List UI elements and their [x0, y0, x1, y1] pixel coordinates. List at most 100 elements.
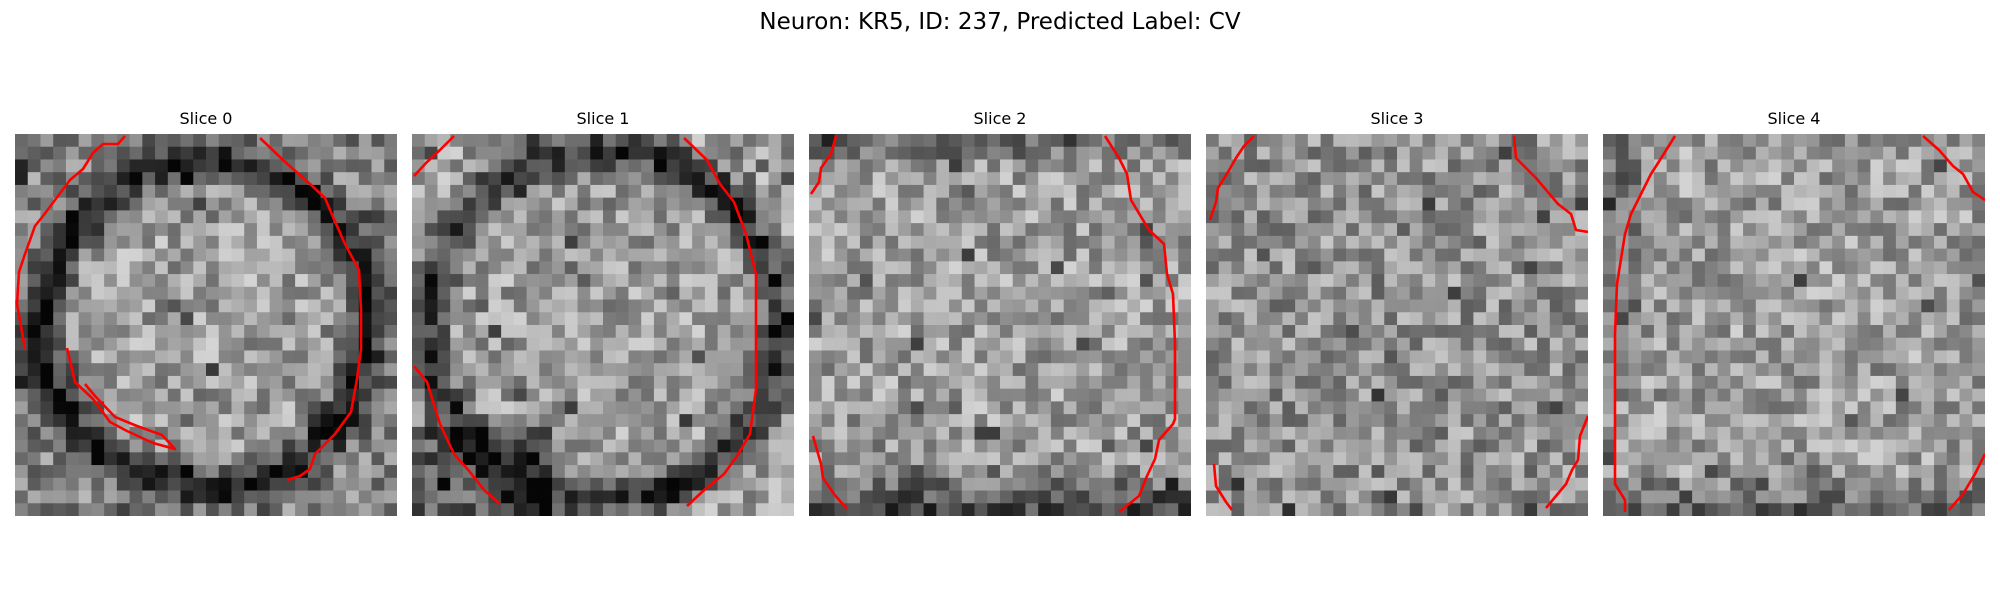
pixel-cell [1282, 197, 1296, 211]
pixel-cell [1447, 312, 1462, 326]
pixel-cell [1511, 401, 1525, 415]
pixel-cell [768, 274, 782, 288]
pixel-cell [834, 159, 848, 173]
pixel-cell [104, 490, 118, 504]
pixel-cell [1127, 477, 1141, 491]
pixel-cell [282, 210, 296, 224]
pixel-cell [717, 134, 731, 148]
pixel-cell [104, 452, 118, 466]
pixel-cell [1269, 146, 1283, 160]
pixel-cell [1473, 426, 1487, 440]
pixel-cell [666, 274, 680, 288]
pixel-cell [437, 401, 451, 415]
pixel-cell [513, 134, 527, 148]
pixel-cell [1704, 197, 1718, 211]
pixel-cell [501, 261, 515, 275]
pixel-cell [231, 261, 245, 275]
pixel-cell [730, 223, 744, 237]
pixel-cell [1972, 414, 1985, 428]
pixel-cell [1231, 261, 1245, 275]
pixel-cell [384, 363, 397, 377]
pixel-cell [424, 261, 438, 275]
pixel-cell [974, 337, 988, 351]
pixel-cell [847, 223, 861, 237]
pixel-cell [1524, 465, 1538, 479]
pixel-cell [1562, 159, 1576, 173]
pixel-cell [1231, 312, 1245, 326]
pixel-cell [552, 184, 566, 199]
pixel-cell [1908, 261, 1922, 275]
pixel-cell [1012, 286, 1026, 300]
pixel-cell [821, 134, 835, 148]
pixel-cell [1038, 159, 1052, 173]
pixel-cell [872, 146, 886, 160]
pixel-cell [358, 134, 372, 148]
pixel-cell [526, 477, 540, 491]
pixel-cell [1089, 235, 1103, 249]
pixel-cell [1692, 223, 1706, 237]
pixel-cell [1934, 388, 1948, 402]
pixel-cell [1946, 134, 1960, 148]
pixel-cell [167, 274, 181, 288]
pixel-cell [539, 452, 553, 466]
pixel-cell [167, 159, 181, 173]
pixel-cell [821, 414, 835, 428]
pixel-cell [717, 375, 731, 390]
pixel-cell [1666, 159, 1680, 173]
pixel-cell [809, 465, 823, 479]
pixel-cell [1397, 134, 1411, 148]
pixel-cell [358, 350, 372, 364]
pixel-cell [501, 439, 515, 453]
pixel-cell [1282, 375, 1296, 390]
pixel-cell [206, 477, 220, 491]
pixel-cell [834, 350, 848, 364]
pixel-cell [1743, 439, 1757, 453]
pixel-cell [91, 414, 105, 428]
pixel-cell [384, 299, 397, 313]
pixel-cell [244, 375, 258, 390]
pixel-cell [1165, 172, 1179, 186]
pixel-cell [1743, 274, 1757, 288]
pixel-cell [898, 452, 912, 466]
pixel-cell [450, 375, 464, 390]
pixel-cell [1603, 274, 1617, 288]
pixel-cell [923, 223, 937, 237]
pixel-cell [1307, 465, 1321, 479]
pixel-cell [1844, 197, 1859, 211]
pixel-cell [206, 401, 220, 415]
pixel-cell [1717, 248, 1731, 262]
pixel-cell [1819, 503, 1833, 516]
pixel-cell [1206, 210, 1220, 224]
pixel-cell [577, 134, 591, 148]
pixel-cell [1679, 388, 1693, 402]
pixel-cell [1460, 197, 1474, 211]
pixel-cell [129, 465, 143, 479]
pixel-cell [1333, 235, 1347, 249]
pixel-cell [872, 172, 886, 186]
pixel-cell [730, 325, 744, 339]
pixel-cell [462, 134, 477, 148]
pixel-cell [424, 223, 438, 237]
pixel-cell [1628, 134, 1642, 148]
pixel-cell [1653, 274, 1668, 288]
pixel-cell [923, 184, 937, 199]
pixel-cell [244, 503, 258, 516]
pixel-cell [501, 337, 515, 351]
pixel-cell [1730, 146, 1744, 160]
pixel-cell [1346, 286, 1360, 300]
pixel-cell [1717, 286, 1731, 300]
pixel-cell [1307, 439, 1321, 453]
pixel-cell [1768, 490, 1782, 504]
pixel-cell [1307, 452, 1321, 466]
pixel-cell [1422, 414, 1436, 428]
pixel-cell [1870, 375, 1884, 390]
pixel-cell [1012, 299, 1026, 313]
pixel-cell [1076, 274, 1090, 288]
pixel-cell [539, 223, 553, 237]
pixel-cell [1206, 248, 1220, 262]
pixel-cell [167, 350, 181, 364]
pixel-cell [577, 223, 591, 237]
pixel-cell [450, 235, 464, 249]
pixel-cell [834, 134, 848, 148]
pixel-cell [1755, 197, 1769, 211]
